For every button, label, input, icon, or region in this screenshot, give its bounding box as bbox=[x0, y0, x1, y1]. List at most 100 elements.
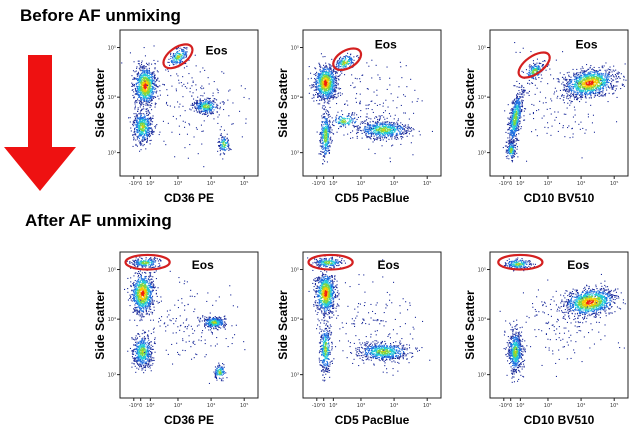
data-point bbox=[398, 86, 400, 88]
data-point bbox=[171, 85, 173, 87]
data-point bbox=[144, 81, 146, 83]
data-point bbox=[144, 116, 146, 118]
data-point bbox=[326, 119, 328, 121]
data-point bbox=[349, 58, 351, 60]
data-point bbox=[180, 60, 182, 62]
data-point bbox=[604, 82, 606, 84]
data-point bbox=[220, 134, 222, 136]
data-point bbox=[325, 149, 327, 151]
data-point bbox=[317, 86, 319, 88]
data-point bbox=[147, 88, 149, 90]
data-point bbox=[395, 134, 397, 136]
data-point bbox=[173, 55, 175, 57]
data-point bbox=[183, 53, 185, 55]
data-point bbox=[205, 102, 207, 104]
data-point bbox=[395, 133, 397, 135]
data-point bbox=[313, 81, 315, 83]
data-point bbox=[367, 123, 369, 125]
data-point bbox=[154, 63, 156, 65]
data-point bbox=[601, 94, 603, 96]
data-point bbox=[151, 73, 153, 75]
data-point bbox=[395, 135, 397, 137]
data-point bbox=[396, 135, 398, 137]
data-point bbox=[319, 89, 321, 91]
data-point bbox=[159, 85, 161, 87]
data-point bbox=[401, 126, 403, 128]
data-point bbox=[341, 122, 343, 124]
data-point bbox=[150, 98, 152, 100]
data-point bbox=[361, 74, 363, 76]
data-point bbox=[203, 113, 205, 115]
data-point bbox=[206, 111, 208, 113]
data-point bbox=[324, 136, 326, 138]
data-point bbox=[180, 54, 182, 56]
data-point bbox=[142, 133, 144, 135]
data-point bbox=[558, 81, 560, 83]
data-point bbox=[377, 133, 379, 135]
data-point bbox=[197, 153, 199, 155]
data-point bbox=[572, 68, 574, 70]
data-point bbox=[152, 82, 154, 84]
data-point bbox=[328, 86, 330, 88]
data-point bbox=[579, 87, 581, 89]
data-point bbox=[135, 113, 137, 115]
data-point bbox=[322, 142, 324, 144]
data-point bbox=[223, 143, 225, 145]
data-point bbox=[189, 124, 191, 126]
data-point bbox=[142, 91, 144, 93]
data-point bbox=[398, 130, 400, 132]
data-point bbox=[324, 56, 326, 58]
data-point bbox=[338, 61, 340, 63]
data-point bbox=[141, 81, 143, 83]
data-point bbox=[354, 77, 356, 79]
data-point bbox=[325, 88, 327, 90]
data-point bbox=[210, 104, 212, 106]
data-point bbox=[140, 128, 142, 130]
data-point bbox=[578, 72, 580, 74]
data-point bbox=[147, 97, 149, 99]
data-point bbox=[138, 123, 140, 125]
data-point bbox=[325, 81, 327, 83]
data-point bbox=[339, 63, 341, 65]
data-point bbox=[331, 78, 333, 80]
data-point bbox=[343, 63, 345, 65]
data-point bbox=[387, 134, 389, 136]
data-point bbox=[138, 136, 140, 138]
data-point bbox=[579, 88, 581, 90]
data-point bbox=[573, 74, 575, 76]
data-point bbox=[145, 132, 147, 134]
data-point bbox=[372, 128, 374, 130]
data-point bbox=[393, 118, 395, 120]
data-point bbox=[325, 144, 327, 146]
data-point bbox=[139, 82, 141, 84]
data-point bbox=[212, 92, 214, 94]
data-point bbox=[352, 118, 354, 120]
data-point bbox=[149, 72, 151, 74]
data-point bbox=[370, 125, 372, 127]
data-point bbox=[140, 121, 142, 123]
data-point bbox=[327, 140, 329, 142]
data-point bbox=[322, 146, 324, 148]
data-point bbox=[151, 77, 153, 79]
data-point bbox=[142, 75, 144, 77]
data-point bbox=[217, 92, 219, 94]
data-point bbox=[325, 85, 327, 87]
data-point bbox=[195, 127, 197, 129]
data-point bbox=[597, 88, 599, 90]
data-point bbox=[601, 65, 603, 67]
data-point bbox=[344, 123, 346, 125]
data-point bbox=[321, 145, 323, 147]
data-point bbox=[140, 144, 142, 146]
data-point bbox=[221, 144, 223, 146]
data-point bbox=[325, 138, 327, 140]
data-point bbox=[357, 125, 359, 127]
data-point bbox=[141, 102, 143, 104]
data-point bbox=[145, 121, 147, 123]
data-point bbox=[170, 58, 172, 60]
data-point bbox=[330, 93, 332, 95]
data-point bbox=[139, 121, 141, 123]
data-point bbox=[392, 100, 394, 102]
data-point bbox=[604, 76, 606, 78]
data-point bbox=[186, 65, 188, 67]
data-point bbox=[585, 80, 587, 82]
